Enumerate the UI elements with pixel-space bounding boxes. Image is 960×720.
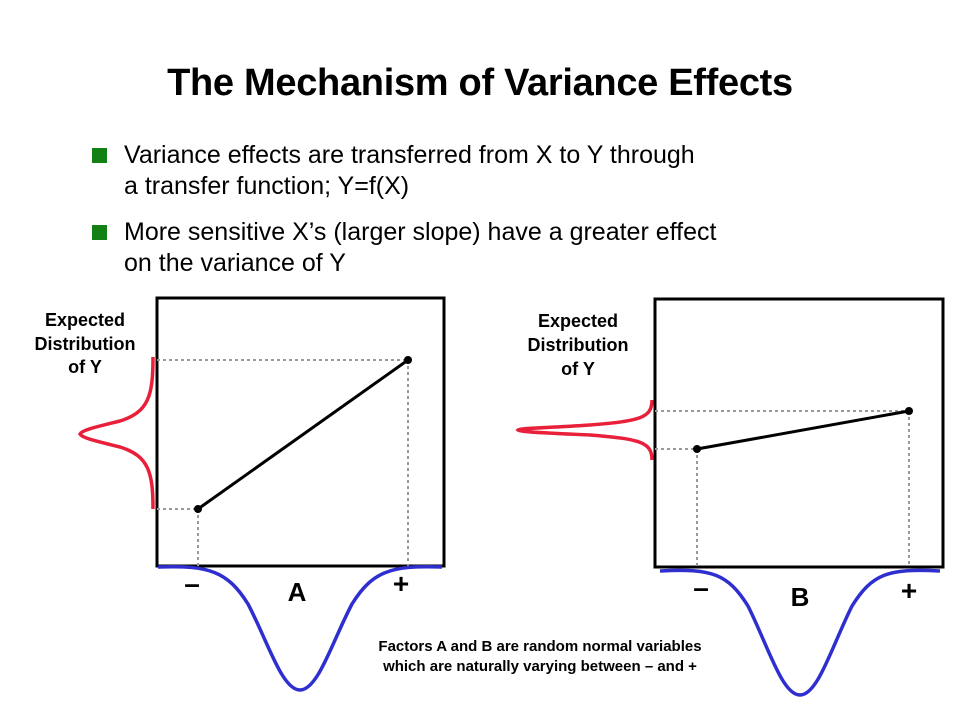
caption-line: which are naturally varying between – an… [383,658,697,675]
panel-a-plus-label: + [393,568,409,599]
caption: Factors A and B are random normal variab… [330,637,750,677]
panel-b-low-point [693,445,701,453]
panel-a-ylabel-line: of Y [68,357,102,377]
panel-b-ylabel-line: of Y [561,359,595,379]
panel-a-y-distribution [78,356,155,510]
bullet-line: on the variance of Y [124,249,346,277]
panel-b-transfer-line [696,409,910,451]
bullet-square-icon [92,225,107,240]
bullet-square-icon [92,148,107,163]
panel-a-ylabel-line: Distribution [35,334,136,354]
panel-b-plus-label: + [901,575,917,606]
panel-a-frame [155,296,446,568]
bullet-line: More sensitive X’s (larger slope) have a… [124,218,717,246]
panel-b-high-point [905,407,913,415]
panel-a-low-point [194,505,202,513]
bullet-text: Variance effects are transferred from X … [124,140,695,202]
panel-b-x-distribution [659,568,941,697]
panel-a-ylabel-line: Expected [45,310,125,330]
bullet-line: Variance effects are transferred from X … [124,141,695,169]
panel-a-minus-label: – [184,568,200,599]
panel-b-minus-label: – [693,572,709,603]
panel-b-factor-label: B [791,582,810,612]
panel-a-factor-label: A [288,577,307,607]
panel-b-y-distribution [515,399,654,461]
panel-b-ylabel-line: Expected [538,311,618,331]
panel-b-frame [653,297,945,569]
bullet-line: a transfer function; Y=f(X) [124,172,410,200]
slide-title: The Mechanism of Variance Effects [167,62,793,104]
caption-line: Factors A and B are random normal variab… [378,638,702,655]
panel-b: Expected Distribution of Y – B + [515,297,945,697]
panel-a-x-distribution [157,564,443,692]
panel-a-transfer-line [197,358,409,511]
panel-a-high-point [404,356,412,364]
panel-b-ylabel-line: Distribution [528,335,629,355]
bullet-text: More sensitive X’s (larger slope) have a… [124,217,716,279]
panel-a: Expected Distribution of Y – A + [35,296,446,692]
